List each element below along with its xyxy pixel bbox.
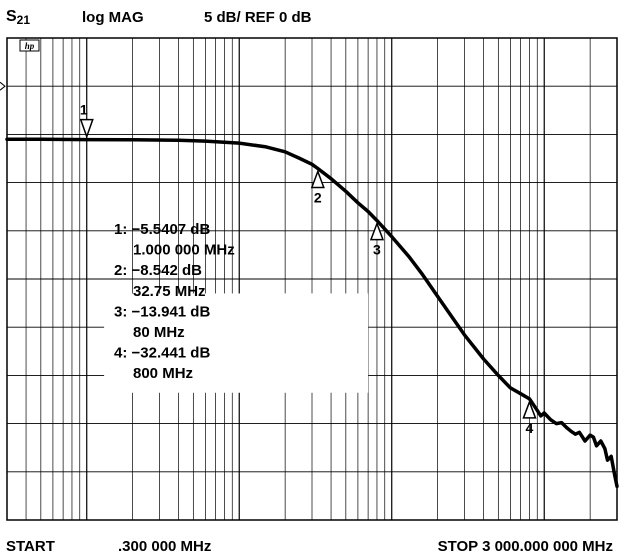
plot-frame: [6, 37, 618, 521]
readout-1-value: 1: −5.5407 dB: [114, 221, 210, 238]
logo-text: hp: [25, 41, 35, 51]
stop-frequency: STOP 3 000.000 000 MHz: [437, 538, 613, 555]
readout-4-frequency: 800 MHz: [133, 365, 193, 382]
marker-1-triangle: [79, 118, 94, 139]
data-trace: [5, 137, 619, 489]
marker-1-label: 1: [80, 102, 88, 118]
start-frequency: .300 000 MHz: [118, 538, 212, 555]
channel-label-main: S: [6, 8, 17, 25]
markers: 1 2 3 4: [79, 102, 537, 436]
marker-3-label: 3: [373, 242, 381, 258]
readout-2-value: 2: −8.542 dB: [114, 262, 202, 279]
readout-3-value: 3: −13.941 dB: [114, 303, 210, 320]
readout-2-frequency: 32.75 MHz: [133, 283, 206, 300]
marker-4-triangle: [522, 399, 537, 419]
readout-3-frequency: 80 MHz: [133, 324, 185, 341]
hp-logo: hp: [19, 39, 40, 52]
readout-box: [104, 293, 369, 393]
marker-3-triangle: [369, 221, 385, 241]
readout-4-value: 4: −32.441 dB: [114, 345, 210, 362]
start-label: START: [6, 538, 55, 555]
channel-label-sub: 21: [16, 13, 31, 27]
marker-readout: 1: −5.5407 dB 1.000 000 MHz 2: −8.542 dB 32…: [114, 221, 235, 382]
reference-marker: [0, 81, 6, 91]
analyzer-plot: hp 1 2 3 4 1: −5.5407 dB 1.000 000 MHz 2: −8.…: [0, 37, 619, 521]
marker-2-triangle: [310, 169, 325, 189]
reference-arrow: [0, 81, 6, 91]
grid: [6, 38, 617, 520]
scale-label: 5 dB/ REF 0 dB: [204, 9, 312, 26]
format-label: log MAG: [82, 9, 144, 26]
readout-1-frequency: 1.000 000 MHz: [133, 242, 235, 259]
marker-4-label: 4: [526, 420, 534, 436]
channel-label: S21: [6, 8, 31, 27]
marker-2-label: 2: [314, 190, 322, 206]
